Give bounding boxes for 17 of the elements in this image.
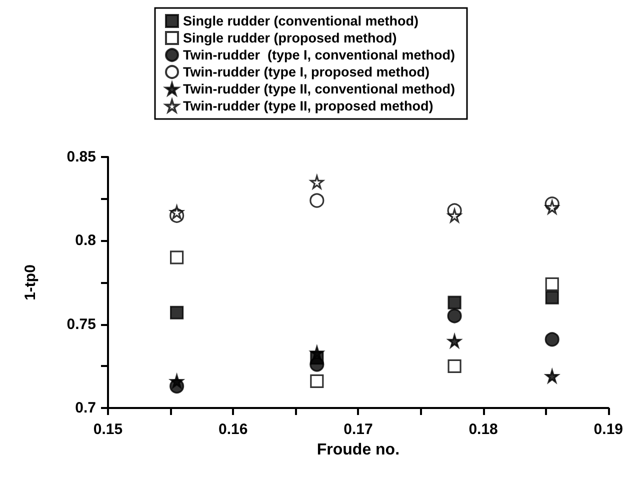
legend-label: Twin-rudder (type I, proposed method) <box>183 64 430 80</box>
legend-label: Twin-rudder (type II, conventional method) <box>183 82 456 96</box>
y-tick-label: 0.75 <box>66 316 96 333</box>
y-axis-title: 1-tp0 <box>22 264 39 300</box>
legend-label: Twin-rudder (type II, proposed method) <box>183 98 434 114</box>
x-tick-label: 0.16 <box>218 421 248 438</box>
y-tick-label: 0.7 <box>75 400 96 416</box>
x-tick-label: 0.18 <box>468 421 498 438</box>
x-tick-label: 0.15 <box>93 421 123 438</box>
x-tick-label: 0.19 <box>594 421 624 438</box>
x-tick-label: 0.17 <box>344 421 373 438</box>
y-tick-label: 0.8 <box>75 232 96 250</box>
y-tick-label: 0.85 <box>66 148 96 166</box>
legend-label: Twin-rudder (type I, conventional method) <box>183 48 456 62</box>
legend-label: Single rudder (conventional method) <box>183 14 419 28</box>
x-axis-title: Froude no. <box>316 441 400 458</box>
legend-label: Single rudder (proposed method) <box>183 30 397 46</box>
